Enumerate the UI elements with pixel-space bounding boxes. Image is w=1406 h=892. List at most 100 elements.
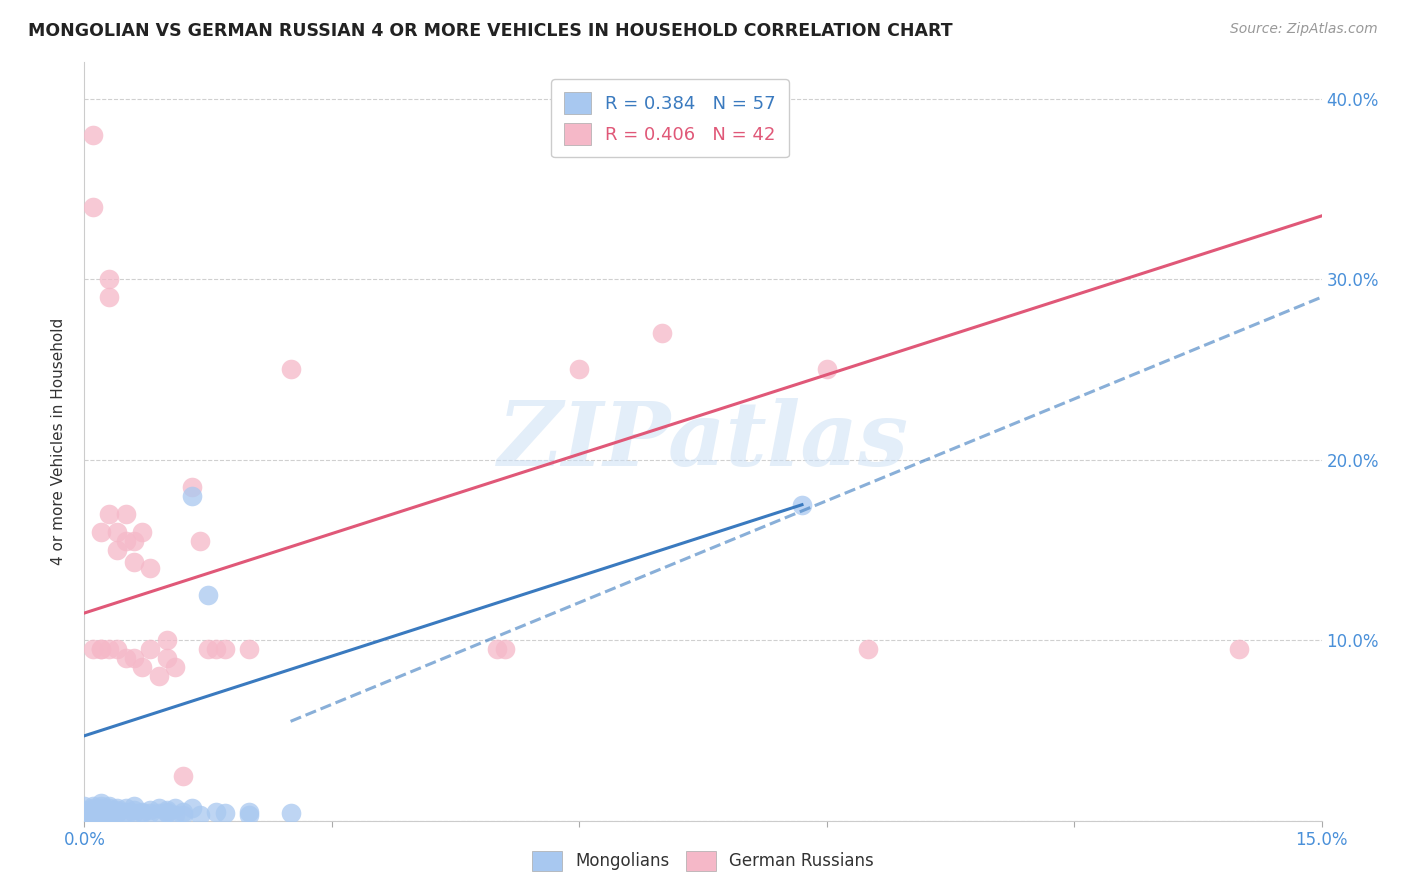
- Point: [82, 805, 104, 819]
- Point: [651, 326, 673, 341]
- Legend: R = 0.384   N = 57, R = 0.406   N = 42: R = 0.384 N = 57, R = 0.406 N = 42: [551, 79, 789, 157]
- Point: [122, 651, 145, 665]
- Point: [165, 660, 187, 674]
- Point: [98, 805, 121, 819]
- Point: [139, 642, 162, 657]
- Point: [105, 542, 128, 557]
- Point: [82, 200, 104, 214]
- Point: [82, 808, 104, 822]
- Point: [122, 803, 145, 817]
- Point: [214, 806, 236, 821]
- Point: [148, 669, 170, 683]
- Point: [139, 561, 162, 575]
- Point: [205, 805, 228, 819]
- Point: [82, 810, 104, 824]
- Point: [197, 642, 219, 657]
- Point: [98, 799, 121, 814]
- Point: [131, 806, 153, 821]
- Point: [188, 533, 211, 548]
- Point: [139, 806, 162, 821]
- Text: ZIPatlas: ZIPatlas: [498, 399, 908, 484]
- Point: [98, 803, 121, 817]
- Point: [172, 805, 194, 819]
- Point: [90, 801, 112, 815]
- Point: [90, 796, 112, 810]
- Point: [114, 507, 136, 521]
- Point: [172, 808, 194, 822]
- Point: [98, 806, 121, 821]
- Point: [105, 801, 128, 815]
- Point: [205, 642, 228, 657]
- Point: [238, 808, 260, 822]
- Point: [90, 799, 112, 814]
- Point: [73, 803, 96, 817]
- Point: [156, 633, 179, 648]
- Point: [90, 642, 112, 657]
- Point: [131, 805, 153, 819]
- Point: [122, 533, 145, 548]
- Point: [165, 808, 187, 822]
- Point: [73, 805, 96, 819]
- Point: [90, 803, 112, 817]
- Point: [82, 799, 104, 814]
- Point: [280, 806, 302, 821]
- Point: [148, 806, 170, 821]
- Point: [82, 806, 104, 821]
- Point: [90, 805, 112, 819]
- Point: [73, 808, 96, 822]
- Point: [180, 489, 202, 503]
- Point: [90, 642, 112, 657]
- Point: [156, 806, 179, 821]
- Point: [188, 808, 211, 822]
- Point: [90, 524, 112, 539]
- Point: [156, 805, 179, 819]
- Point: [214, 642, 236, 657]
- Point: [114, 651, 136, 665]
- Point: [98, 808, 121, 822]
- Point: [98, 642, 121, 657]
- Point: [856, 642, 879, 657]
- Point: [139, 803, 162, 817]
- Point: [1227, 642, 1250, 657]
- Point: [122, 556, 145, 570]
- Point: [105, 806, 128, 821]
- Point: [180, 801, 202, 815]
- Point: [114, 801, 136, 815]
- Point: [156, 803, 179, 817]
- Point: [105, 642, 128, 657]
- Point: [98, 507, 121, 521]
- Point: [131, 524, 153, 539]
- Point: [122, 799, 145, 814]
- Point: [98, 272, 121, 286]
- Point: [105, 805, 128, 819]
- Point: [568, 362, 591, 376]
- Point: [98, 290, 121, 304]
- Point: [82, 801, 104, 815]
- Point: [114, 808, 136, 822]
- Point: [790, 498, 813, 512]
- Legend: Mongolians, German Russians: Mongolians, German Russians: [523, 842, 883, 880]
- Point: [114, 533, 136, 548]
- Point: [122, 806, 145, 821]
- Point: [90, 808, 112, 822]
- Y-axis label: 4 or more Vehicles in Household: 4 or more Vehicles in Household: [51, 318, 66, 566]
- Text: Source: ZipAtlas.com: Source: ZipAtlas.com: [1230, 22, 1378, 37]
- Point: [73, 799, 96, 814]
- Point: [131, 660, 153, 674]
- Point: [90, 806, 112, 821]
- Point: [105, 803, 128, 817]
- Point: [197, 588, 219, 602]
- Point: [494, 642, 516, 657]
- Point: [172, 768, 194, 782]
- Point: [98, 801, 121, 815]
- Point: [156, 651, 179, 665]
- Point: [82, 128, 104, 142]
- Point: [148, 801, 170, 815]
- Point: [82, 803, 104, 817]
- Point: [238, 805, 260, 819]
- Point: [238, 642, 260, 657]
- Point: [815, 362, 838, 376]
- Point: [180, 480, 202, 494]
- Point: [114, 805, 136, 819]
- Point: [280, 362, 302, 376]
